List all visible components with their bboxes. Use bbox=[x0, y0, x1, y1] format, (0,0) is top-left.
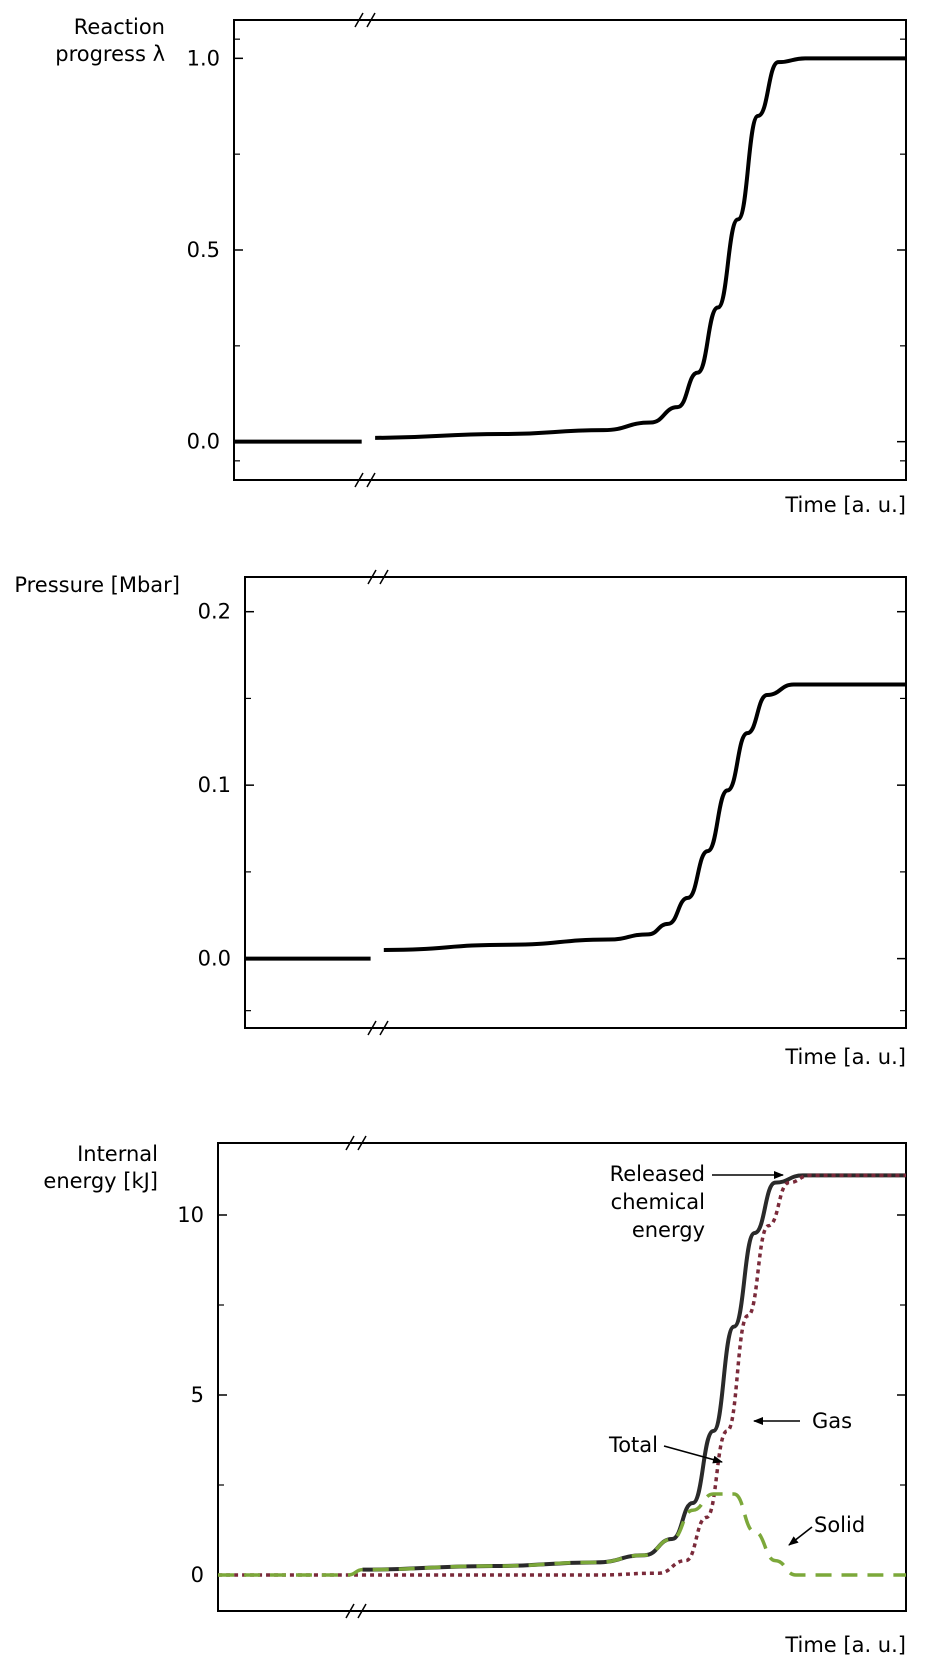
axis-break-mark bbox=[354, 12, 364, 28]
annotation-released-line3: energy bbox=[632, 1218, 705, 1242]
chart-panel-1: 0.0 0.5 1.0 Reaction progress λ Time [a. u.] bbox=[55, 12, 907, 517]
plot-frame bbox=[233, 19, 907, 481]
axis-break-mark bbox=[345, 1603, 355, 1619]
axis-break-mark bbox=[366, 472, 376, 488]
axis-break-mark bbox=[357, 1603, 367, 1619]
x-axis-label: Time [a. u.] bbox=[784, 1633, 906, 1657]
axis-break-mark bbox=[367, 1020, 377, 1036]
y-tick-label: 0.5 bbox=[187, 238, 220, 262]
y-axis-label: Reaction bbox=[74, 15, 165, 39]
y-tick-label: 1.0 bbox=[187, 46, 220, 70]
axis-break-mark bbox=[379, 1020, 389, 1036]
axis-break-mark bbox=[379, 569, 389, 585]
chart-panel-2: 0.0 0.1 0.2 Pressure [Mbar] Time [a. u.] bbox=[14, 569, 907, 1069]
series-line-total bbox=[362, 1173, 906, 1572]
y-tick-label: 0.0 bbox=[198, 947, 231, 971]
y-axis-label: Internal bbox=[77, 1142, 158, 1166]
annotation-released-line2: chemical bbox=[611, 1190, 705, 1214]
axis-break-mark bbox=[345, 1135, 355, 1151]
plot-frame bbox=[217, 1142, 907, 1612]
annotation-released-line1: Released bbox=[610, 1162, 705, 1186]
y-tick-label: 0 bbox=[191, 1563, 204, 1587]
plot-frame bbox=[244, 576, 907, 1029]
series-line-solid bbox=[217, 1492, 906, 1577]
y-tick-label: 0.0 bbox=[187, 430, 220, 454]
annotation-arrow-solid bbox=[788, 1526, 813, 1546]
annotation-gas: Gas bbox=[812, 1409, 852, 1433]
x-axis-label: Time [a. u.] bbox=[784, 1045, 906, 1069]
series-line-1 bbox=[375, 56, 906, 440]
annotation-arrow-total bbox=[663, 1445, 723, 1464]
y-axis-label: progress λ bbox=[55, 42, 165, 66]
annotation-solid: Solid bbox=[814, 1513, 865, 1537]
y-tick-label: 10 bbox=[177, 1203, 204, 1227]
axis-break-mark bbox=[366, 12, 376, 28]
x-axis-label: Time [a. u.] bbox=[784, 493, 906, 517]
annotation-total: Total bbox=[608, 1433, 658, 1457]
y-tick-label: 5 bbox=[191, 1383, 204, 1407]
y-tick-label: 0.2 bbox=[198, 600, 231, 624]
axis-break-mark bbox=[367, 569, 377, 585]
y-axis-label: energy [kJ] bbox=[43, 1169, 158, 1193]
axis-break-mark bbox=[357, 1135, 367, 1151]
chart-panel-3: 0 5 10 Internal energy [kJ] Time [a. u.] Relea… bbox=[43, 1135, 907, 1657]
series-line-gas bbox=[217, 1173, 906, 1577]
series-line-1 bbox=[383, 682, 906, 952]
y-tick-label: 0.1 bbox=[198, 773, 231, 797]
axis-break-mark bbox=[354, 472, 364, 488]
y-axis-label: Pressure [Mbar] bbox=[14, 573, 180, 597]
